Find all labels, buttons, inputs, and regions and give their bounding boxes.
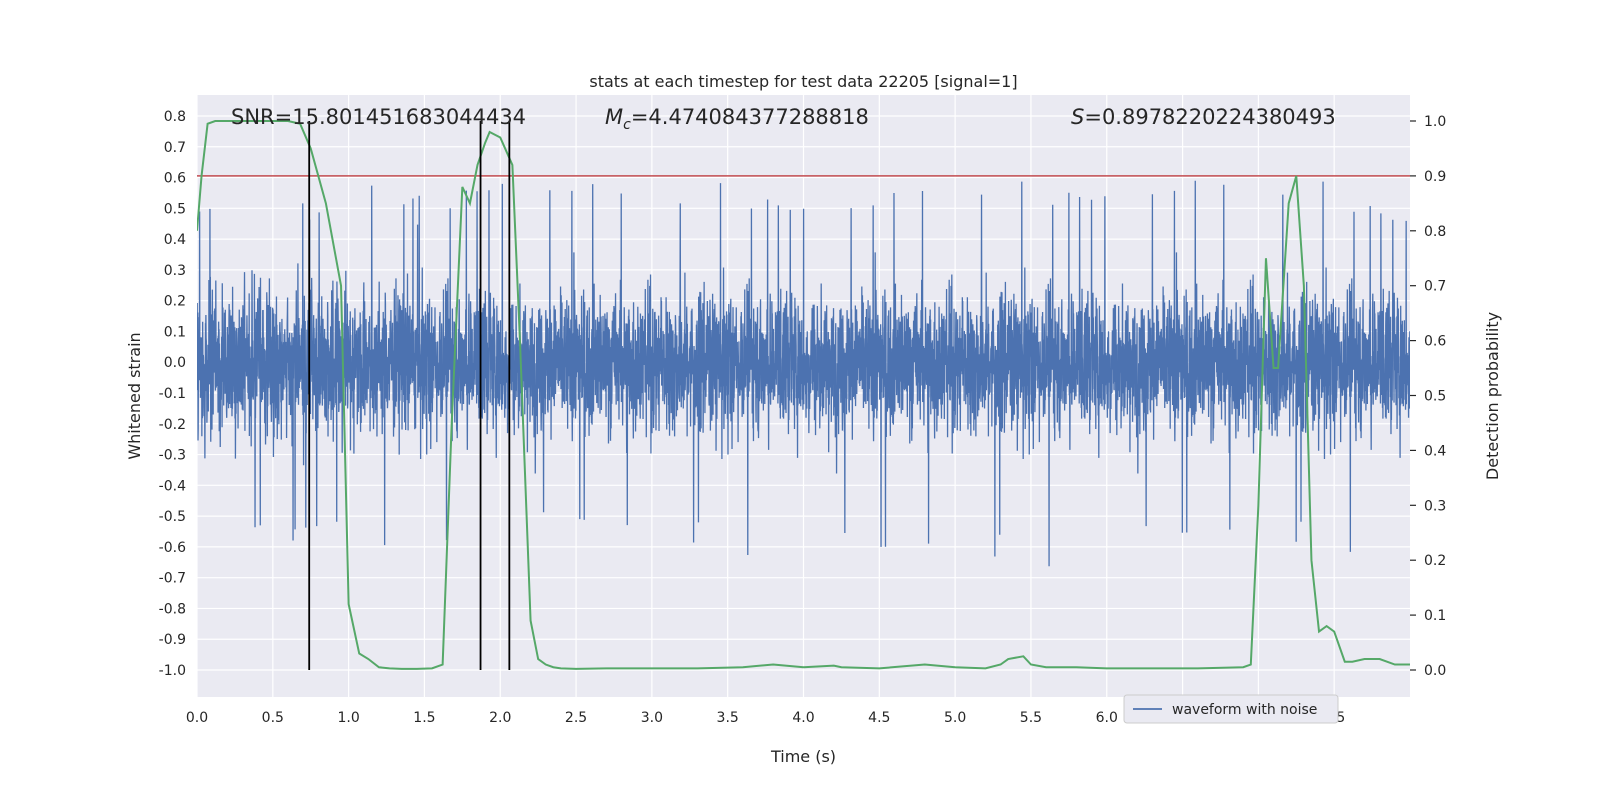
y-left-tick-label: -0.4 — [159, 478, 186, 494]
legend: waveform with noise — [1123, 694, 1339, 724]
y-right-axis-ticks: 1.0 0.9 0.8 0.7 0.6 0.5 0.4 0.3 0.2 0.1 0.0 — [1410, 114, 1446, 679]
mc-value: =4.474084377288818 — [631, 105, 869, 129]
x-tick-label: 1.5 — [413, 710, 435, 726]
y-left-tick-label: -0.8 — [159, 601, 186, 617]
legend-label-waveform: waveform with noise — [1172, 702, 1317, 718]
x-tick-label: 5.0 — [944, 710, 966, 726]
y-left-tick-label: -0.6 — [159, 540, 186, 556]
y-left-axis-ticks: 0.8 0.7 0.6 0.5 0.4 0.3 0.2 0.1 0.0 -0.1 -0.2 -0.3 -… — [159, 109, 186, 679]
y-left-axis-label: Whitened strain — [125, 332, 144, 459]
y-right-tick-label: 0.5 — [1424, 389, 1446, 405]
y-left-tick-label: -1.0 — [159, 663, 186, 679]
waveform-with-noise-series — [197, 180, 1410, 567]
y-right-tick-label: 0.7 — [1424, 279, 1446, 295]
mc-symbol: M — [605, 105, 623, 129]
y-right-tick-label: 1.0 — [1424, 114, 1446, 130]
y-left-tick-label: -0.2 — [159, 417, 186, 433]
y-left-tick-label: 0.8 — [164, 109, 186, 125]
y-left-tick-label: -0.9 — [159, 632, 186, 648]
y-right-tick-label: 0.4 — [1424, 443, 1446, 459]
legend-box — [1123, 694, 1339, 724]
snr-annotation: SNR=15.801451683044434 — [231, 105, 526, 129]
mc-subscript: c — [623, 117, 631, 133]
x-tick-label: 0.0 — [186, 710, 208, 726]
x-tick-label: 0.5 — [262, 710, 284, 726]
waveform-trace — [197, 180, 1410, 567]
chart-title: stats at each timestep for test data 222… — [589, 72, 1017, 91]
score-annotation: S=0.8978220224380493 — [1071, 105, 1336, 129]
y-left-tick-label: 0.6 — [164, 171, 186, 187]
s-symbol: S — [1071, 105, 1084, 129]
y-left-tick-label: 0.7 — [164, 140, 186, 156]
detection-probability-series — [197, 120, 1410, 670]
y-right-tick-label: 0.3 — [1424, 498, 1446, 514]
y-left-tick-label: -0.3 — [159, 448, 186, 464]
y-left-tick-label: -0.7 — [159, 571, 186, 587]
x-tick-label: 5.5 — [1020, 710, 1042, 726]
y-left-tick-label: 0.0 — [164, 355, 186, 371]
x-tick-label: 1.0 — [337, 710, 359, 726]
y-left-tick-label: -0.5 — [159, 509, 186, 525]
y-left-tick-label: 0.1 — [164, 324, 186, 340]
x-axis-label: Time (s) — [770, 747, 836, 766]
x-tick-label: 6.0 — [1096, 710, 1118, 726]
y-left-tick-label: 0.4 — [164, 232, 186, 248]
x-tick-label: 3.5 — [717, 710, 739, 726]
detection-probability-line — [197, 120, 1410, 670]
y-left-tick-label: -0.1 — [159, 386, 186, 402]
y-right-tick-label: 0.6 — [1424, 334, 1446, 350]
chirp-mass-annotation: Mc=4.474084377288818 — [605, 105, 869, 133]
x-tick-label: 3.0 — [641, 710, 663, 726]
y-left-tick-label: 0.2 — [164, 294, 186, 310]
y-right-tick-label: 0.9 — [1424, 169, 1446, 185]
y-right-tick-label: 0.0 — [1424, 663, 1446, 679]
y-right-axis-label: Detection probability — [1483, 312, 1502, 480]
x-tick-label: 2.5 — [565, 710, 587, 726]
y-right-tick-label: 0.8 — [1424, 224, 1446, 240]
y-right-tick-label: 0.2 — [1424, 553, 1446, 569]
y-right-tick-label: 0.1 — [1424, 608, 1446, 624]
event-markers — [308, 121, 511, 670]
y-left-tick-label: 0.5 — [164, 201, 186, 217]
y-left-tick-label: 0.3 — [164, 263, 186, 279]
x-tick-label: 2.0 — [489, 710, 511, 726]
s-value: =0.8978220224380493 — [1084, 105, 1335, 129]
x-tick-label: 4.0 — [792, 710, 814, 726]
x-tick-label: 4.5 — [868, 710, 890, 726]
